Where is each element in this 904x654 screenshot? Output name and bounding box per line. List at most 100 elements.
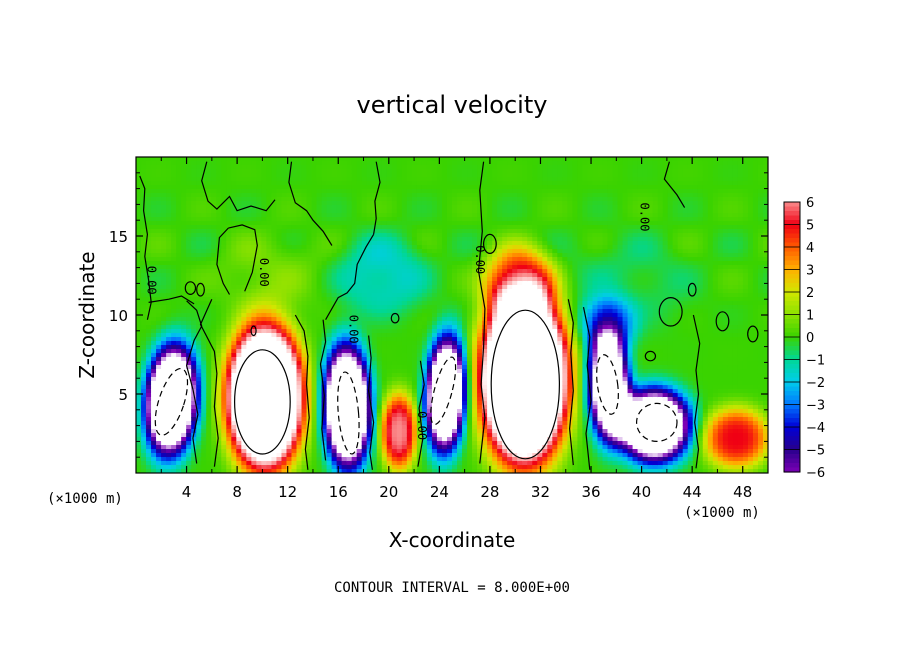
heatmap-cell: [171, 453, 177, 458]
heatmap-cell: [181, 209, 187, 214]
heatmap-cell: [296, 165, 303, 170]
heatmap-cell: [156, 189, 162, 194]
heatmap-cell: [251, 341, 257, 346]
heatmap-cell: [346, 241, 353, 246]
heatmap-cell: [146, 161, 152, 166]
heatmap-cell: [446, 361, 453, 366]
heatmap-cell: [431, 233, 438, 238]
heatmap-cell: [226, 341, 232, 346]
heatmap-cell: [401, 257, 408, 262]
heatmap-cell: [266, 389, 273, 394]
heatmap-cell: [331, 441, 338, 446]
heatmap-cell: [236, 329, 242, 334]
heatmap-cell: [326, 345, 333, 350]
heatmap-cell: [151, 241, 157, 246]
heatmap-cell: [241, 437, 247, 442]
heatmap-cell: [226, 369, 232, 374]
heatmap-cell: [241, 245, 247, 250]
heatmap-cell: [326, 293, 333, 298]
heatmap-cell: [171, 461, 177, 466]
heatmap-cell: [206, 317, 212, 322]
heatmap-cell: [316, 173, 323, 178]
heatmap-cell: [396, 373, 403, 378]
heatmap-cell: [341, 245, 348, 250]
heatmap-cell: [256, 373, 262, 378]
heatmap-cell: [221, 345, 227, 350]
heatmap-cell: [331, 357, 338, 362]
heatmap-cell: [211, 445, 217, 450]
heatmap-cell: [296, 437, 303, 442]
heatmap-cell: [146, 169, 152, 174]
heatmap-cell: [181, 409, 187, 414]
heatmap-cell: [276, 345, 283, 350]
heatmap-cell: [431, 341, 438, 346]
heatmap-cell: [356, 193, 363, 198]
heatmap-cell: [331, 409, 338, 414]
heatmap-cell: [316, 421, 323, 426]
heatmap-cell: [236, 453, 242, 458]
heatmap-cell: [321, 317, 328, 322]
heatmap-cell: [306, 441, 313, 446]
heatmap-cell: [386, 169, 393, 174]
heatmap-cell: [436, 213, 443, 218]
heatmap-cell: [176, 457, 182, 462]
heatmap-cell: [321, 285, 328, 290]
heatmap-cell: [221, 429, 227, 434]
heatmap-cell: [356, 465, 363, 470]
heatmap-cell: [291, 165, 298, 170]
heatmap-cell: [281, 201, 288, 206]
heatmap-cell: [161, 381, 167, 386]
heatmap-cell: [221, 317, 227, 322]
heatmap-cell: [421, 189, 428, 194]
heatmap-cell: [216, 229, 222, 234]
heatmap-cell: [296, 385, 303, 390]
heatmap-cell: [236, 433, 242, 438]
heatmap-cell: [176, 209, 182, 214]
heatmap-cell: [186, 429, 192, 434]
heatmap-cell: [431, 345, 438, 350]
heatmap-cell: [201, 293, 207, 298]
heatmap-cell: [396, 185, 403, 190]
heatmap-cell: [221, 309, 227, 314]
heatmap-cell: [396, 265, 403, 270]
heatmap-cell: [136, 285, 142, 290]
heatmap-cell: [156, 329, 162, 334]
heatmap-cell: [436, 273, 443, 278]
heatmap-cell: [136, 261, 142, 266]
heatmap-cell: [291, 277, 298, 282]
heatmap-cell: [256, 437, 262, 442]
heatmap-cell: [216, 329, 222, 334]
heatmap-cell: [256, 317, 262, 322]
heatmap-cell: [361, 281, 368, 286]
heatmap-cell: [316, 257, 323, 262]
heatmap-cell: [401, 329, 408, 334]
heatmap-cell: [296, 309, 303, 314]
heatmap-cell: [141, 461, 147, 466]
heatmap-cell: [241, 273, 247, 278]
heatmap-cell: [236, 405, 242, 410]
heatmap-cell: [336, 313, 343, 318]
heatmap-cell: [161, 441, 167, 446]
heatmap-cell: [376, 401, 383, 406]
heatmap-cell: [311, 461, 318, 466]
heatmap-cell: [136, 293, 142, 298]
heatmap-cell: [331, 249, 338, 254]
heatmap-cell: [441, 297, 448, 302]
heatmap-cell: [256, 333, 262, 338]
heatmap-cell: [351, 445, 358, 450]
heatmap-cell: [226, 293, 232, 298]
heatmap-cell: [271, 405, 278, 410]
heatmap-cell: [431, 313, 438, 318]
heatmap-cell: [281, 417, 288, 422]
heatmap-cell: [256, 449, 262, 454]
heatmap-cell: [281, 233, 288, 238]
heatmap-cell: [391, 353, 398, 358]
heatmap-cell: [211, 333, 217, 338]
heatmap-cell: [366, 157, 373, 162]
heatmap-cell: [181, 345, 187, 350]
heatmap-cell: [326, 365, 333, 370]
heatmap-cell: [246, 221, 252, 226]
heatmap-cell: [421, 277, 428, 282]
heatmap-cell: [276, 181, 283, 186]
heatmap-cell: [136, 237, 142, 242]
